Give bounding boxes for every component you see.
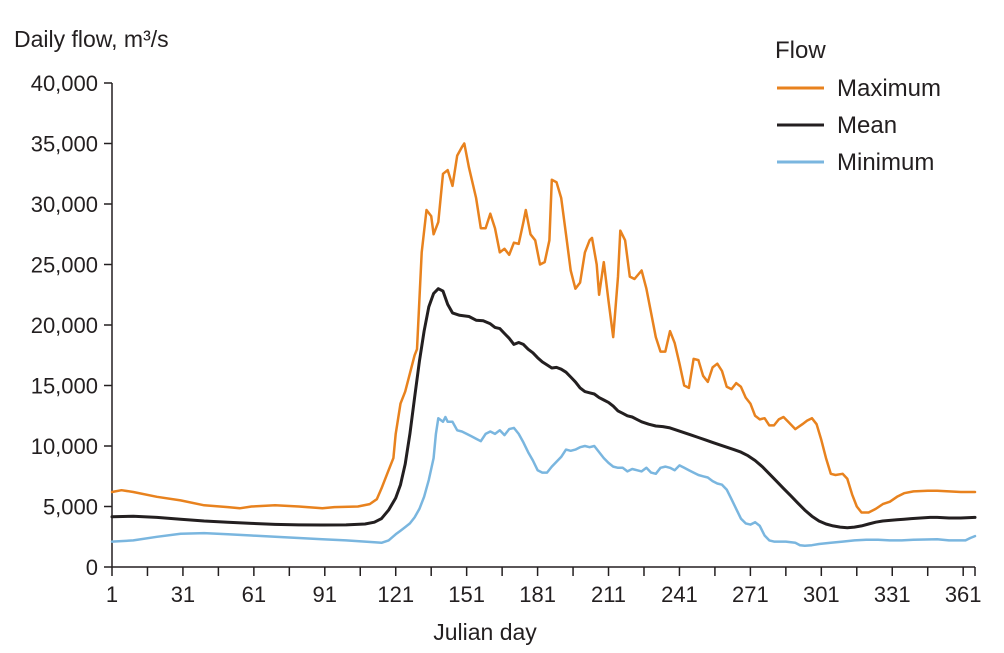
legend-label-mean: Mean xyxy=(837,112,897,139)
y-tick-label: 5,000 xyxy=(43,495,98,520)
x-tick-label: 91 xyxy=(313,582,337,607)
x-tick-label: 181 xyxy=(519,582,556,607)
series-line-minimum xyxy=(110,415,977,548)
y-tick-label: 15,000 xyxy=(31,374,98,399)
x-axis: 1 31 61 91 121 151 181 211 241 271 301 331 361 xyxy=(106,566,982,607)
x-tick-label: 1 xyxy=(106,582,118,607)
series-line-maximum xyxy=(110,142,977,514)
x-tick-label: 31 xyxy=(171,582,195,607)
legend: Flow Maximum Mean Minimum xyxy=(775,37,941,176)
x-tick-label: 301 xyxy=(803,582,840,607)
series-line-mean xyxy=(110,287,977,530)
y-tick-label: 10,000 xyxy=(31,434,98,459)
series-layer xyxy=(110,142,977,548)
x-tick-label: 331 xyxy=(874,582,911,607)
x-tick-label: 241 xyxy=(661,582,698,607)
x-tick-label: 61 xyxy=(242,582,266,607)
y-axis: 0 5,000 10,000 15,000 20,000 25,000 30,000 35,0… xyxy=(31,71,113,580)
legend-title: Flow xyxy=(775,37,826,64)
x-tick-label: 361 xyxy=(945,582,982,607)
x-tick-label: 271 xyxy=(732,582,769,607)
y-axis-title: Daily flow, m³/s xyxy=(14,26,169,52)
x-axis-title: Julian day xyxy=(433,619,537,645)
y-tick-label: 25,000 xyxy=(31,253,98,278)
x-tick-label: 211 xyxy=(591,582,626,607)
legend-label-maximum: Maximum xyxy=(837,75,941,102)
legend-label-minimum: Minimum xyxy=(837,149,934,176)
x-tick-label: 151 xyxy=(448,582,485,607)
y-tick-label: 30,000 xyxy=(31,192,98,217)
y-tick-label: 0 xyxy=(86,555,98,580)
y-tick-label: 40,000 xyxy=(31,71,98,96)
y-tick-label: 35,000 xyxy=(31,132,98,157)
x-tick-label: 121 xyxy=(377,582,414,607)
y-tick-label: 20,000 xyxy=(31,313,98,338)
